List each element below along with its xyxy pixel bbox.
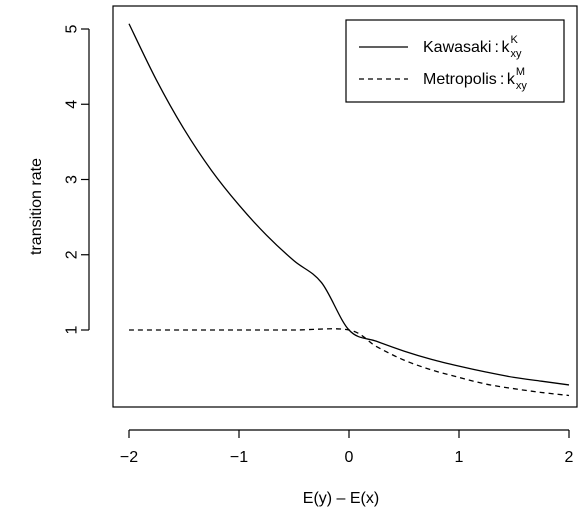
legend-symbol: k [507,71,516,88]
x-tick-label: 1 [455,449,464,466]
plot-series [128,23,570,397]
legend-symbol-superscript: M [516,66,525,78]
plot-frame [112,5,578,408]
series-line-metropolis [129,328,570,397]
legend-symbol-subscript: xy [510,48,522,60]
x-tick-label: 2 [565,449,574,466]
y-axis-label: transition rate [28,158,45,255]
y-tick-label: 3 [64,175,81,184]
y-tick-label: 1 [64,325,81,334]
legend-box [345,19,565,103]
legend-entry-label: Metropolis [423,71,497,88]
x-tick-label: 0 [345,449,354,466]
axes: −2 −1 0 1 2 1 2 3 4 5 [64,5,578,466]
legend-colon: : [500,71,504,88]
x-tick-label: −2 [120,449,138,466]
legend-symbol-superscript: K [510,34,518,46]
x-axis-label: E(y) – E(x) [303,490,379,507]
legend-entry-label: Kawasaki [423,39,491,56]
legend-symbol-subscript: xy [516,80,528,92]
x-tick-label: −1 [230,449,248,466]
y-tick-label: 2 [64,250,81,259]
legend-colon: : [494,39,498,56]
y-tick-label: 4 [64,100,81,109]
y-tick-label: 5 [64,24,81,33]
legend-symbol: k [501,39,510,56]
